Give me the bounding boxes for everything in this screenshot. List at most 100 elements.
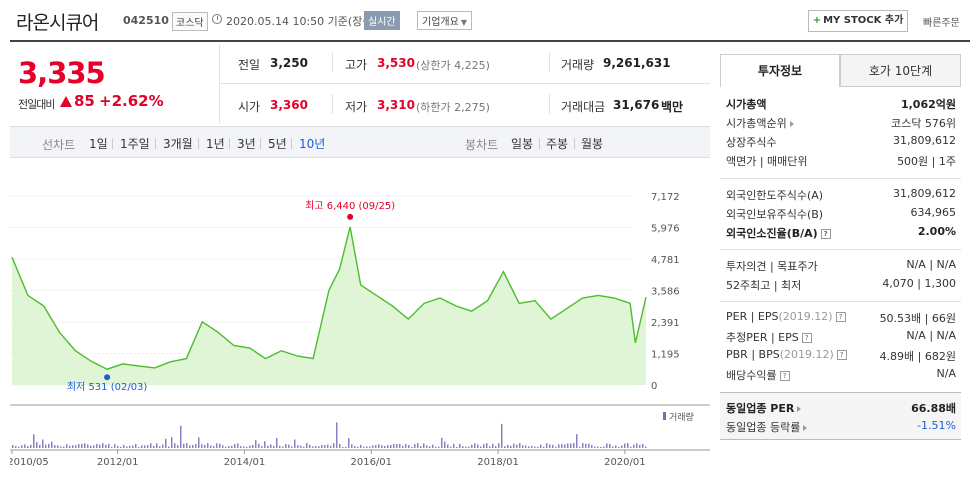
volume-bar <box>552 444 554 448</box>
volume-bar <box>75 445 77 448</box>
period-10y[interactable]: 10년 <box>299 137 326 151</box>
volume-bar <box>342 446 344 448</box>
market-cap-rank-label: 시가총액순위 <box>726 115 794 131</box>
volume-bar <box>465 446 467 448</box>
volume-bar <box>567 443 569 448</box>
period-3m[interactable]: 3개월 <box>163 137 193 151</box>
volume-bar <box>111 446 113 448</box>
market-cap-rank-row[interactable]: 시가총액순위 코스닥 576위 <box>726 115 956 132</box>
per-period: (2019.12) <box>778 310 833 323</box>
volume-bar <box>120 446 122 448</box>
company-overview-button[interactable]: 기업개요 ▼ <box>417 11 472 30</box>
industry-change-text: 동일업종 등락률 <box>726 421 801 434</box>
quote-divider <box>549 94 550 114</box>
volume-bar <box>192 444 194 448</box>
chevron-down-icon: ▼ <box>460 18 467 27</box>
period-1w[interactable]: 1주일 <box>120 137 150 151</box>
clock-icon <box>212 14 222 24</box>
tab-hoga-10[interactable]: 호가 10단계 <box>840 54 961 87</box>
volume-bar <box>39 444 41 448</box>
volume-bar <box>627 443 629 448</box>
volume-bar <box>579 446 581 448</box>
help-icon[interactable]: ? <box>779 371 790 381</box>
volume-bar <box>174 443 176 448</box>
volume-bar <box>300 445 302 448</box>
volume-legend-label: 거래량 <box>669 411 694 423</box>
volume-bar <box>384 445 386 448</box>
candle-daily[interactable]: 일봉 <box>511 137 534 151</box>
help-icon[interactable]: ? <box>836 350 847 360</box>
per-value: 50.53배 | 66원 <box>879 312 956 325</box>
volume-bar <box>447 444 449 448</box>
volume-bar <box>501 423 503 448</box>
volume-bar <box>228 445 230 448</box>
realtime-button[interactable]: 실시간 <box>364 11 400 30</box>
volume-bar <box>483 443 485 448</box>
stock-name: 라온시큐어 <box>16 12 99 34</box>
volume-bar <box>195 444 197 448</box>
upper-limit: (상한가 4,225) <box>416 59 490 72</box>
volume-bar <box>423 443 425 448</box>
period-separator <box>155 138 156 149</box>
volume-bar <box>156 443 158 448</box>
volume-bar <box>435 446 437 448</box>
arrow-right-icon <box>797 406 802 412</box>
volume-bar <box>414 444 416 448</box>
volume-bar <box>450 446 452 448</box>
min-price-label: 최저 531 (02/03) <box>67 381 148 393</box>
volume-bar <box>507 444 509 448</box>
max-price-label: 최고 6,440 (09/25) <box>305 200 395 212</box>
volume-bar <box>597 446 599 448</box>
y-tick-label: 5,976 <box>651 224 680 235</box>
period-5y[interactable]: 5년 <box>268 137 287 151</box>
per-text: PER | EPS <box>726 310 779 323</box>
volume-bar <box>621 445 623 448</box>
tab-invest-info[interactable]: 투자정보 <box>720 54 840 87</box>
volume-bar <box>237 443 239 448</box>
volume-bar <box>333 443 335 448</box>
volume-bar <box>222 445 224 448</box>
candle-monthly[interactable]: 월봉 <box>581 137 604 151</box>
volume-bar <box>198 437 200 448</box>
price-chart[interactable]: 7,172 5,976 4,781 3,586 2,391 1,195 0 최고 6,440… <box>10 160 710 481</box>
my-stock-add-button[interactable]: + MY STOCK 추가 <box>808 10 908 32</box>
y-tick-label: 4,781 <box>651 255 680 266</box>
volume-bar <box>318 446 320 448</box>
volume-bar <box>99 444 101 448</box>
volume-bar <box>585 443 587 448</box>
help-icon[interactable]: ? <box>801 333 812 343</box>
industry-change-label: 동일업종 등락률 <box>726 419 808 435</box>
foreign-ratio-value: 2.00% <box>917 225 956 238</box>
industry-per-row[interactable]: 동일업종 PER 66.88배 <box>726 400 956 417</box>
volume-bar <box>141 445 143 448</box>
help-icon[interactable]: ? <box>820 229 831 239</box>
volume-bar <box>555 446 557 448</box>
change-amount: 85 <box>74 92 95 110</box>
volume-bar <box>369 446 371 448</box>
volume-bar <box>561 444 563 448</box>
quick-order-button[interactable]: 빠른주문 <box>923 18 960 29</box>
industry-change-row[interactable]: 동일업종 등락률 -1.51% <box>726 419 956 436</box>
quote-divider <box>332 52 333 72</box>
volume-bar <box>303 446 305 448</box>
foreign-ratio-row: 외국인소진율(B/A)? 2.00% <box>726 225 956 242</box>
volume-bar <box>270 444 272 448</box>
volume-bar <box>15 446 17 448</box>
volume-bar <box>576 434 578 448</box>
period-1d[interactable]: 1일 <box>89 137 108 151</box>
period-3y[interactable]: 3년 <box>237 137 256 151</box>
panel-divider <box>720 301 961 302</box>
volume-bar <box>405 444 407 448</box>
period-1y[interactable]: 1년 <box>206 137 225 151</box>
volume-bar <box>66 444 68 448</box>
industry-per-text: 동일업종 PER <box>726 402 795 415</box>
company-overview-label: 기업개요 <box>422 17 459 28</box>
help-icon[interactable]: ? <box>835 312 846 322</box>
volume-bar <box>36 442 38 448</box>
volume-bar <box>189 445 191 448</box>
volume-bar <box>543 446 545 448</box>
prev-close-label: 전일 <box>238 58 261 72</box>
panel-divider <box>720 178 961 179</box>
volume-bar <box>516 444 518 448</box>
candle-weekly[interactable]: 주봉 <box>546 137 569 151</box>
